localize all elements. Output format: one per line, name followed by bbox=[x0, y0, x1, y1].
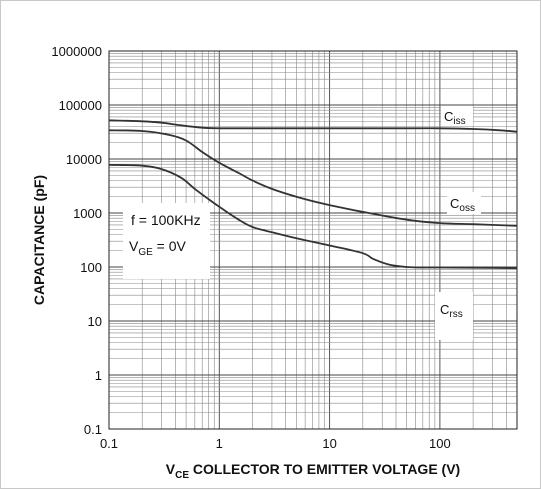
x-axis-title: VCE COLLECTOR TO EMITTER VOLTAGE (V) bbox=[166, 461, 460, 481]
annotation-box bbox=[123, 203, 210, 279]
annotation-frequency: f = 100KHz bbox=[131, 212, 201, 228]
y-tick-label: 1000000 bbox=[51, 44, 102, 59]
y-tick-label: 1000 bbox=[73, 206, 102, 221]
y-tick-label: 100000 bbox=[59, 98, 102, 113]
annotation-vge: VGE = 0V bbox=[129, 238, 187, 258]
y-tick-label: 100 bbox=[80, 260, 102, 275]
label-bg-coss bbox=[447, 192, 481, 214]
series-label-coss: Coss bbox=[450, 196, 475, 214]
y-axis-title: CAPACITANCE (pF) bbox=[31, 175, 47, 305]
series-line-ciss bbox=[108, 119, 518, 133]
x-tick-label: 10 bbox=[322, 436, 336, 451]
x-tick-label: 100 bbox=[429, 436, 451, 451]
plot-area-border bbox=[108, 50, 518, 430]
label-bg-crss bbox=[435, 292, 473, 340]
y-tick-label: 0.1 bbox=[84, 422, 102, 437]
y-tick-labels: 0.1 1 10 100 1000 10000 100000 1000000 bbox=[51, 44, 102, 437]
x-tick-label: 0.1 bbox=[100, 436, 118, 451]
series-line-coss bbox=[108, 129, 518, 227]
y-tick-label: 10000 bbox=[66, 152, 102, 167]
y-tick-label: 10 bbox=[88, 314, 102, 329]
y-tick-label: 1 bbox=[95, 368, 102, 383]
series-label-crss: Crss bbox=[440, 302, 463, 320]
series-curves bbox=[108, 119, 518, 270]
x-tick-label: 1 bbox=[216, 436, 223, 451]
series-label-ciss: Ciss bbox=[444, 109, 466, 127]
series-line-crss bbox=[108, 163, 518, 270]
label-bg-ciss bbox=[441, 106, 473, 126]
x-tick-labels: 0.1 1 10 100 bbox=[100, 436, 451, 451]
